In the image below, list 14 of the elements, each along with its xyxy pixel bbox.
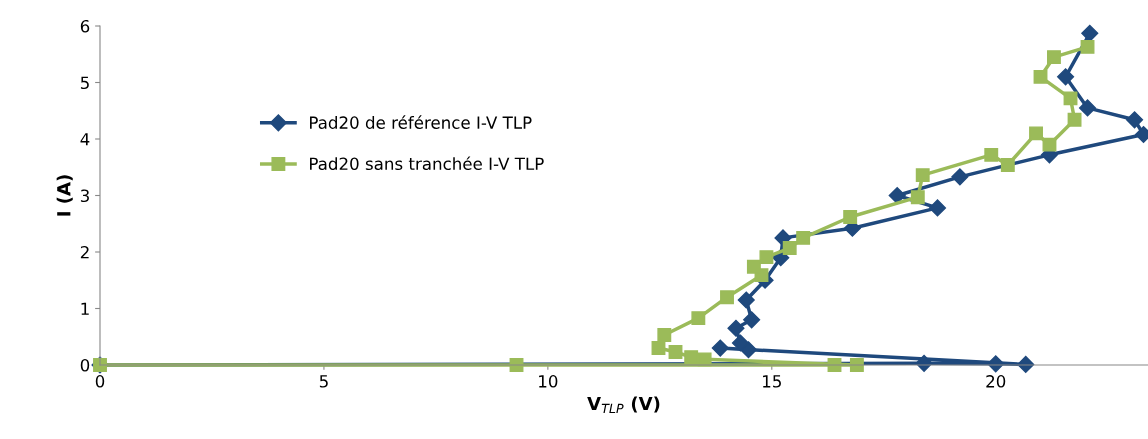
y-tick-label: 3 bbox=[80, 189, 89, 203]
y-tick-label: 0 bbox=[80, 358, 90, 372]
x-tick-label: 0 bbox=[95, 375, 105, 388]
x-tick-label: 5 bbox=[319, 375, 328, 388]
x-tick-label: 10 bbox=[539, 375, 558, 388]
y-axis-title: I (A) bbox=[56, 175, 73, 216]
x-tick-label: 20 bbox=[986, 375, 1006, 388]
y-tick-label: 6 bbox=[80, 19, 90, 33]
y-tick-label: 1 bbox=[81, 302, 89, 315]
y-tick-label: 5 bbox=[80, 76, 89, 90]
y-tick-label: 4 bbox=[80, 133, 90, 146]
x-axis-title: V$_{TLP}$ (V) bbox=[587, 396, 660, 414]
y-tick-label: 2 bbox=[80, 245, 89, 259]
x-tick-label: 15 bbox=[763, 375, 781, 388]
